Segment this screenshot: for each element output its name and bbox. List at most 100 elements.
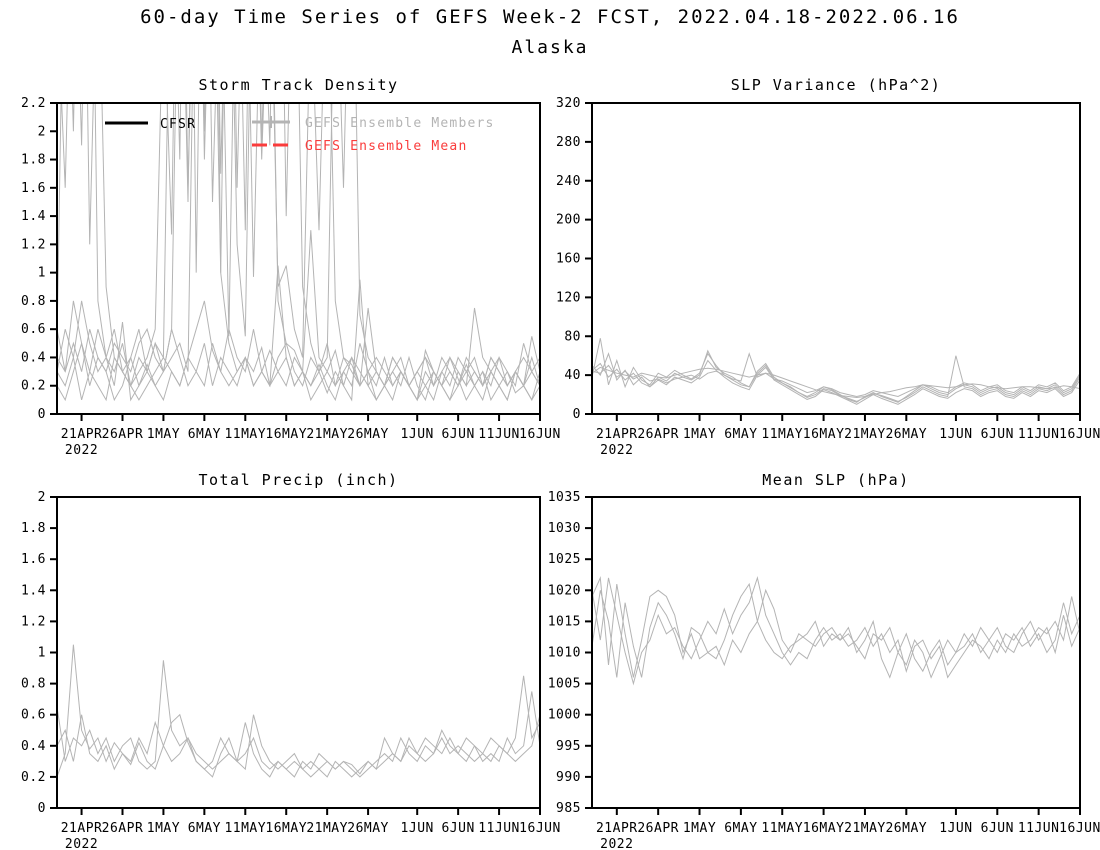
y-tick-label: 1020 bbox=[548, 583, 581, 598]
mean-slp-hpa-frame bbox=[591, 496, 1081, 809]
x-tick-label: 11JUN bbox=[1018, 427, 1060, 442]
y-tick-label: 120 bbox=[556, 290, 581, 305]
x-tick-label: 26APR bbox=[637, 427, 679, 442]
y-tick-label: 320 bbox=[556, 96, 581, 111]
legend-label-gefs-ensemble-members: GEFS Ensemble Members bbox=[305, 116, 495, 131]
mean-slp-hpa-chart: 985 990 995 1000 1005 1010 1015 1020 1025 1030 103… bbox=[548, 490, 1100, 850]
x-tick-label: 16JUN bbox=[519, 821, 561, 836]
x-tick-label: 26MAY bbox=[885, 821, 927, 836]
x-tick-label: 16JUN bbox=[519, 427, 561, 442]
legend: CFSR GEFS Ensemble Members GEFS Ensemble M… bbox=[105, 116, 495, 154]
y-tick-label: 985 bbox=[556, 801, 581, 816]
x-tick-label: 26APR bbox=[102, 821, 144, 836]
x-tick-label: 16MAY bbox=[265, 427, 307, 442]
slp-variance-hpa-2-member-3-line bbox=[592, 352, 1080, 405]
x-tick-label: 1MAY bbox=[147, 427, 180, 442]
legend-label-cfsr: CFSR bbox=[160, 117, 196, 132]
panel-title-total-precip: Total Precip (inch) bbox=[198, 471, 399, 489]
y-tick-label: 0.4 bbox=[21, 350, 46, 365]
y-tick-label: 1000 bbox=[548, 708, 581, 723]
y-tick-label: 1 bbox=[38, 646, 46, 661]
y-tick-label: 0 bbox=[38, 801, 46, 816]
panel-title-slp-variance: SLP Variance (hPa^2) bbox=[730, 76, 942, 94]
x-tick-label: 6JUN bbox=[981, 427, 1014, 442]
y-tick-label: 1015 bbox=[548, 614, 581, 629]
slp-variance-hpa-2-member-5-line bbox=[592, 352, 1080, 398]
x-tick-label: 16MAY bbox=[803, 821, 845, 836]
x-tick-label: 6MAY bbox=[188, 427, 221, 442]
x-tick-label: 6MAY bbox=[188, 821, 221, 836]
x-tick-label: 11JUN bbox=[478, 821, 520, 836]
x-tick-label: 21MAY bbox=[844, 821, 886, 836]
region-subtitle: Alaska bbox=[511, 37, 589, 58]
x-tick-label: 6MAY bbox=[724, 821, 757, 836]
y-tick-label: 1025 bbox=[548, 552, 581, 567]
y-tick-label: 1035 bbox=[548, 490, 581, 505]
x-tick-label: 21MAY bbox=[306, 427, 348, 442]
y-tick-label: 40 bbox=[564, 368, 581, 383]
total-precip-inch-member-2-line bbox=[57, 660, 540, 778]
storm-track-density-frame bbox=[56, 102, 541, 415]
x-tick-label: 16MAY bbox=[803, 427, 845, 442]
x-tick-label: 26APR bbox=[637, 821, 679, 836]
y-tick-label: 0.8 bbox=[21, 677, 46, 692]
y-tick-label: 995 bbox=[556, 739, 581, 754]
x-tick-label: 6MAY bbox=[724, 427, 757, 442]
x-tick-label: 6JUN bbox=[441, 427, 474, 442]
x-axis-year-label: 2022 bbox=[65, 837, 98, 850]
x-tick-label: 1MAY bbox=[147, 821, 180, 836]
x-tick-label: 16JUN bbox=[1059, 821, 1100, 836]
y-tick-label: 1.6 bbox=[21, 181, 46, 196]
y-tick-label: 0 bbox=[573, 407, 581, 422]
y-tick-label: 1 bbox=[38, 266, 46, 281]
x-tick-label: 1JUN bbox=[939, 427, 972, 442]
y-tick-label: 1005 bbox=[548, 677, 581, 692]
x-tick-label: 21APR bbox=[596, 427, 638, 442]
y-tick-label: 2 bbox=[38, 490, 46, 505]
x-tick-label: 1MAY bbox=[683, 821, 716, 836]
x-tick-label: 1JUN bbox=[401, 821, 434, 836]
x-tick-label: 11MAY bbox=[761, 427, 803, 442]
y-tick-label: 0.6 bbox=[21, 708, 46, 723]
x-tick-label: 1MAY bbox=[683, 427, 716, 442]
y-tick-label: 990 bbox=[556, 770, 581, 785]
mean-slp-hpa-member-1-line bbox=[592, 575, 1080, 679]
x-tick-label: 21MAY bbox=[306, 821, 348, 836]
y-tick-label: 1010 bbox=[548, 646, 581, 661]
y-tick-label: 0.8 bbox=[21, 294, 46, 309]
main-title: 60-day Time Series of GEFS Week-2 FCST, … bbox=[140, 6, 960, 28]
y-tick-label: 0.2 bbox=[21, 379, 46, 394]
y-tick-label: 80 bbox=[564, 329, 581, 344]
storm-track-density-member-1-line bbox=[61, 103, 540, 402]
y-tick-label: 0.4 bbox=[21, 739, 46, 754]
x-axis-year-label: 2022 bbox=[65, 443, 98, 458]
y-tick-label: 2.2 bbox=[21, 96, 46, 111]
slp-variance-hpa-2-member-4-line bbox=[592, 349, 1080, 402]
total-precip-inch-member-1-line bbox=[57, 644, 540, 778]
x-axis-year-label: 2022 bbox=[600, 837, 633, 850]
x-tick-label: 26MAY bbox=[885, 427, 927, 442]
x-tick-label: 11MAY bbox=[761, 821, 803, 836]
x-axis-year-label: 2022 bbox=[600, 443, 633, 458]
x-tick-label: 21APR bbox=[61, 427, 103, 442]
x-tick-label: 11MAY bbox=[224, 427, 266, 442]
x-tick-label: 26MAY bbox=[347, 427, 389, 442]
y-tick-label: 200 bbox=[556, 213, 581, 228]
x-tick-label: 21APR bbox=[61, 821, 103, 836]
y-tick-label: 2 bbox=[38, 124, 46, 139]
legend-label-gefs-ensemble-mean: GEFS Ensemble Mean bbox=[305, 139, 467, 154]
panel-title-mean-slp: Mean SLP (hPa) bbox=[762, 471, 910, 489]
y-tick-label: 0 bbox=[38, 407, 46, 422]
y-tick-label: 1.2 bbox=[21, 237, 46, 252]
panel-title-storm-track-density: Storm Track Density bbox=[198, 76, 399, 94]
storm-track-density-member-6-line bbox=[57, 300, 540, 402]
y-tick-label: 1.6 bbox=[21, 552, 46, 567]
y-tick-label: 160 bbox=[556, 252, 581, 267]
y-tick-label: 0.2 bbox=[21, 770, 46, 785]
x-tick-label: 6JUN bbox=[981, 821, 1014, 836]
x-tick-label: 26MAY bbox=[347, 821, 389, 836]
y-tick-label: 1.8 bbox=[21, 521, 46, 536]
